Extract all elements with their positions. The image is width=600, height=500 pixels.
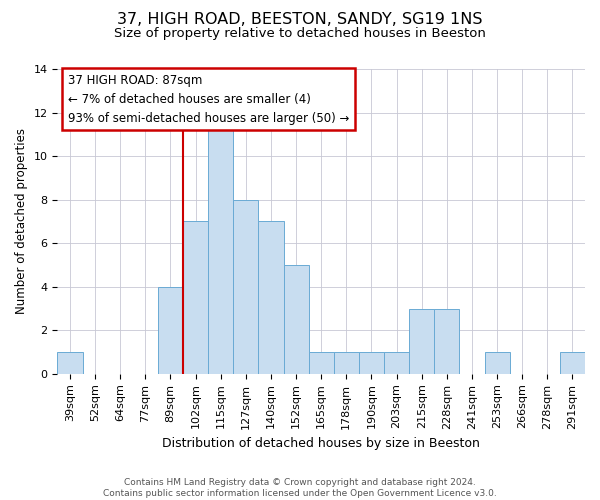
Bar <box>259 222 284 374</box>
Bar <box>359 352 384 374</box>
Bar <box>58 352 83 374</box>
Bar <box>284 265 308 374</box>
Bar <box>233 200 259 374</box>
Bar <box>183 222 208 374</box>
Bar <box>560 352 585 374</box>
Text: 37, HIGH ROAD, BEESTON, SANDY, SG19 1NS: 37, HIGH ROAD, BEESTON, SANDY, SG19 1NS <box>117 12 483 28</box>
Bar <box>308 352 334 374</box>
Bar <box>485 352 509 374</box>
Text: Contains HM Land Registry data © Crown copyright and database right 2024.
Contai: Contains HM Land Registry data © Crown c… <box>103 478 497 498</box>
Bar <box>334 352 359 374</box>
Y-axis label: Number of detached properties: Number of detached properties <box>15 128 28 314</box>
Text: 37 HIGH ROAD: 87sqm
← 7% of detached houses are smaller (4)
93% of semi-detached: 37 HIGH ROAD: 87sqm ← 7% of detached hou… <box>68 74 349 124</box>
Bar <box>208 112 233 374</box>
X-axis label: Distribution of detached houses by size in Beeston: Distribution of detached houses by size … <box>162 437 480 450</box>
Bar <box>434 308 460 374</box>
Bar <box>409 308 434 374</box>
Bar <box>158 286 183 374</box>
Text: Size of property relative to detached houses in Beeston: Size of property relative to detached ho… <box>114 28 486 40</box>
Bar <box>384 352 409 374</box>
